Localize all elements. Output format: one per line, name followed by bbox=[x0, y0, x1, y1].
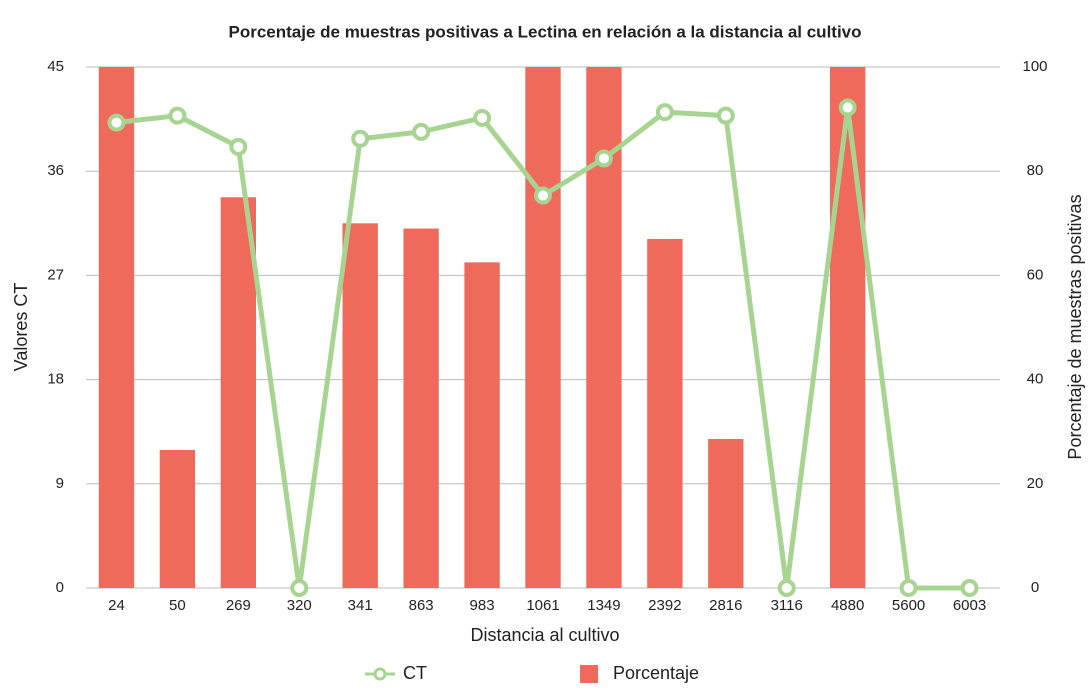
line-point bbox=[473, 108, 492, 127]
line-point bbox=[777, 579, 796, 597]
x-tick-label: 341 bbox=[348, 597, 373, 614]
x-tick-label: 24 bbox=[108, 597, 125, 614]
bar bbox=[829, 67, 866, 588]
chart-title: Porcentaje de muestras positivas a Lecti… bbox=[228, 22, 861, 41]
x-tick-label: 1061 bbox=[526, 597, 559, 614]
bar bbox=[525, 67, 561, 588]
x-tick-label: 5600 bbox=[892, 597, 925, 614]
bar bbox=[708, 438, 744, 588]
legend-label: Porcentaje bbox=[613, 663, 699, 683]
y2-tick-label: 60 bbox=[1027, 266, 1044, 283]
line-point bbox=[716, 106, 735, 125]
y2-tick-label: 100 bbox=[1022, 58, 1047, 75]
line-point bbox=[290, 579, 309, 597]
line-point bbox=[351, 129, 370, 148]
legend-marker bbox=[373, 667, 387, 681]
bar bbox=[342, 223, 378, 589]
bar bbox=[647, 238, 683, 588]
x-tick-label: 2816 bbox=[709, 597, 742, 614]
x-tick-label: 4880 bbox=[831, 597, 864, 614]
line-point bbox=[899, 579, 918, 597]
legend-swatch bbox=[580, 665, 598, 683]
bar bbox=[464, 262, 500, 588]
x-tick-label: 6003 bbox=[953, 597, 986, 614]
y-tick-label: 18 bbox=[47, 371, 64, 388]
x-tick-label: 269 bbox=[226, 597, 251, 614]
line-point bbox=[594, 149, 613, 168]
x-tick-label: 863 bbox=[409, 597, 434, 614]
line-point bbox=[229, 137, 248, 156]
x-tick-label: 50 bbox=[169, 597, 186, 614]
x-tick-label: 2392 bbox=[648, 597, 681, 614]
line-point bbox=[534, 186, 552, 205]
line-point bbox=[412, 122, 431, 141]
y-tick-label: 27 bbox=[47, 266, 64, 283]
y-tick-label: 45 bbox=[47, 58, 64, 75]
x-axis-label: Distancia al cultivo bbox=[470, 625, 619, 645]
y2-tick-label: 40 bbox=[1027, 371, 1044, 388]
line-point bbox=[655, 103, 674, 122]
y2-tick-label: 20 bbox=[1027, 475, 1044, 492]
line-point bbox=[960, 579, 979, 597]
y2-tick-label: 0 bbox=[1031, 579, 1039, 596]
bar bbox=[159, 449, 196, 588]
line-point bbox=[838, 98, 857, 117]
x-tick-label: 3116 bbox=[771, 597, 803, 614]
legend-label: CT bbox=[403, 663, 427, 683]
y-axis-label: Valores CT bbox=[11, 283, 31, 372]
x-tick-label: 320 bbox=[287, 597, 312, 614]
x-tick-label: 983 bbox=[470, 597, 495, 614]
x-tick-label: 1349 bbox=[587, 597, 620, 614]
y-tick-label: 36 bbox=[47, 162, 64, 179]
y2-tick-label: 80 bbox=[1027, 162, 1044, 179]
bar bbox=[403, 228, 439, 588]
y2-axis-label: Porcentaje de muestras positivas bbox=[1065, 194, 1085, 459]
y-tick-label: 9 bbox=[56, 475, 64, 492]
bar bbox=[220, 197, 257, 588]
line-point bbox=[168, 106, 187, 125]
bar bbox=[586, 67, 622, 588]
line-point bbox=[107, 113, 126, 132]
y-tick-label: 0 bbox=[56, 579, 64, 596]
bar bbox=[98, 67, 135, 588]
